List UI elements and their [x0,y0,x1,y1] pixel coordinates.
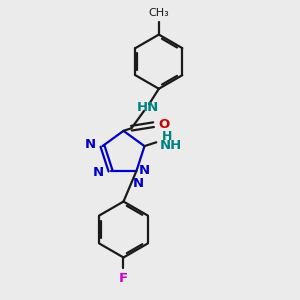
Text: N: N [139,164,150,177]
Text: NH: NH [160,139,182,152]
Text: N: N [85,138,96,151]
Text: HN: HN [136,100,159,113]
Text: F: F [119,272,128,285]
Text: N: N [132,177,143,190]
Text: CH₃: CH₃ [148,8,169,18]
Text: O: O [159,118,170,131]
Text: H: H [162,130,172,143]
Text: N: N [93,166,104,179]
